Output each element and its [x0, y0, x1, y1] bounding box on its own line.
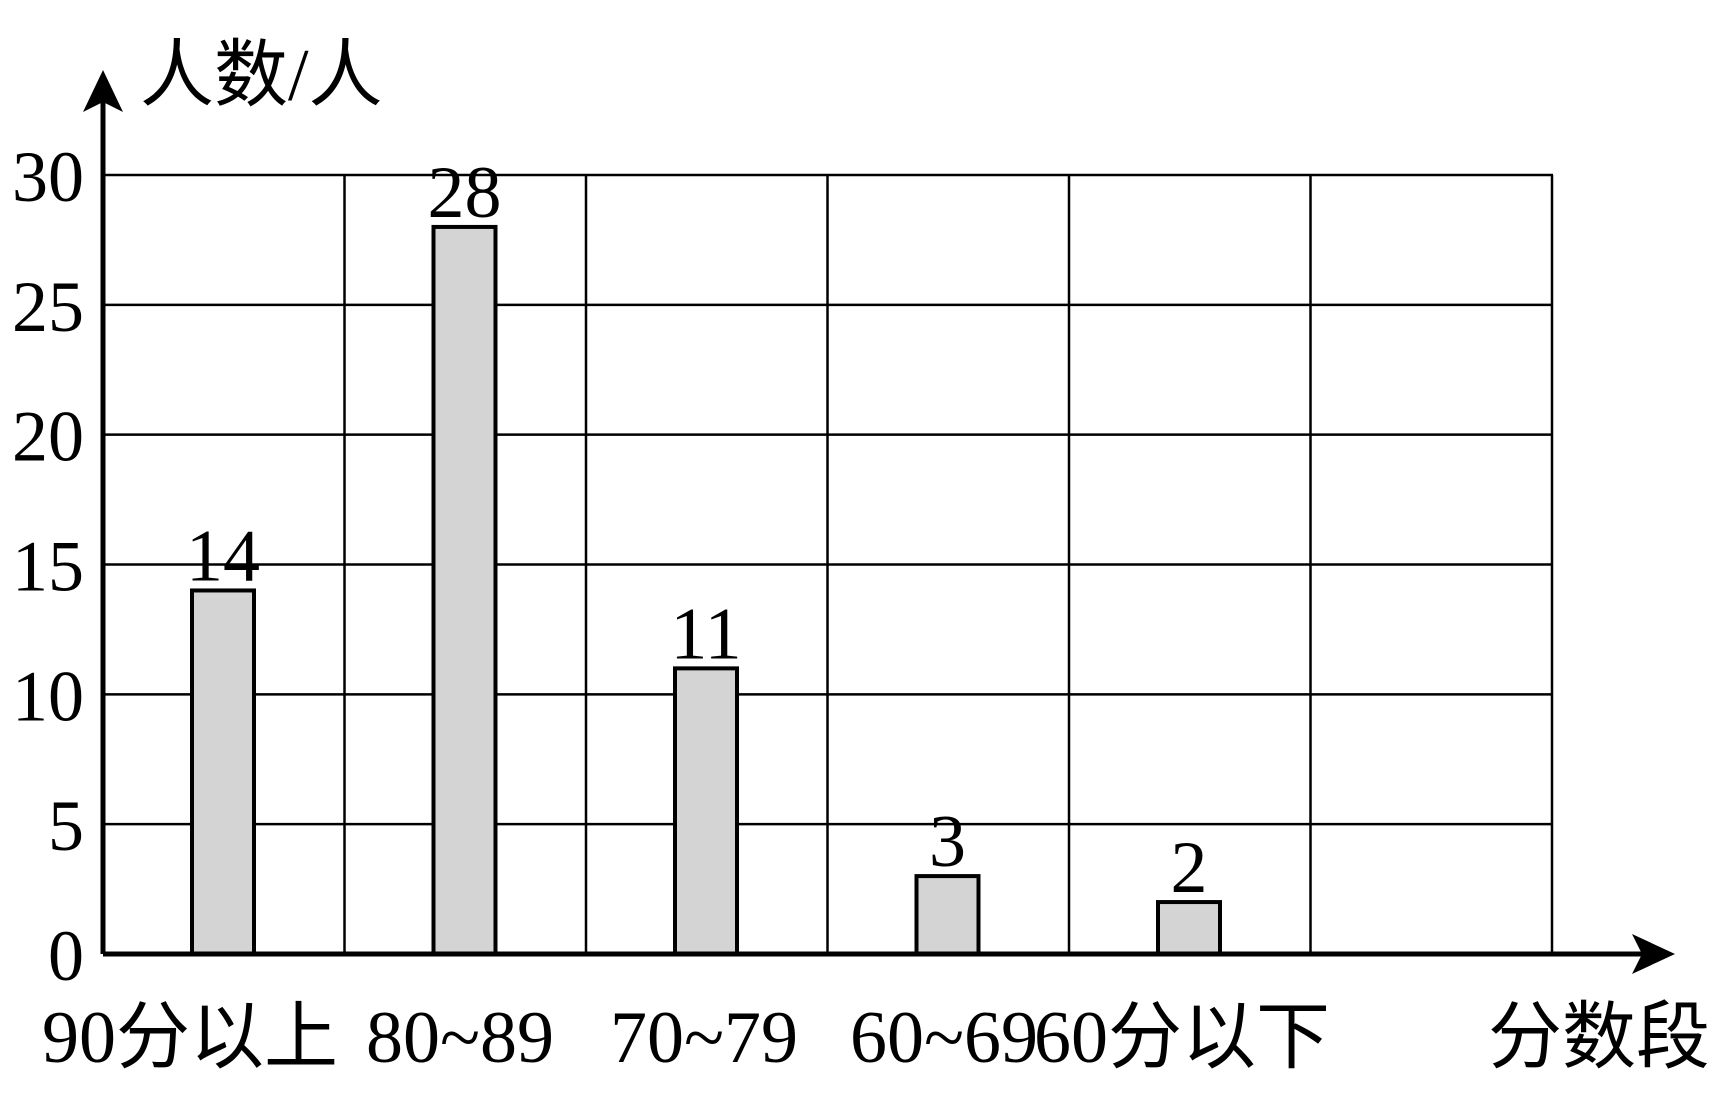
- y-tick-label: 20: [12, 397, 84, 477]
- y-tick-label: 0: [48, 916, 84, 996]
- y-axis-label: 人数/人: [140, 35, 383, 117]
- bar-series: [190, 224, 1222, 956]
- y-tick-label: 25: [12, 267, 84, 347]
- chart-labels: 人数/人 分数段 0 5 10 15 20 25 30 14 90分以上 28 80~89 11 70~…: [12, 35, 1710, 1079]
- x-axis-arrow: [1632, 934, 1675, 974]
- bar: [190, 588, 256, 956]
- x-category-label: 70~79: [610, 997, 798, 1079]
- x-axis-label: 分数段: [1488, 997, 1710, 1079]
- y-axis-arrow: [83, 70, 123, 112]
- bar-value-label: 28: [428, 152, 502, 234]
- bar: [1156, 900, 1222, 956]
- axes: [83, 70, 1675, 974]
- grid-lines: [103, 173, 1554, 954]
- x-category-label: 80~89: [366, 997, 554, 1079]
- x-category-label: 60~69: [850, 997, 1038, 1079]
- y-tick-label: 10: [12, 656, 84, 736]
- bar: [914, 874, 981, 956]
- y-tick-label: 5: [48, 786, 84, 866]
- bar-value-label: 11: [670, 593, 741, 675]
- bar-value-label: 14: [186, 515, 260, 597]
- y-tick-label: 30: [12, 137, 84, 217]
- y-tick-label: 15: [12, 527, 84, 607]
- bar: [431, 224, 498, 956]
- bar-value-label: 2: [1171, 827, 1208, 909]
- x-category-label: 60分以下: [1034, 997, 1330, 1079]
- bar: [673, 666, 739, 956]
- bar-value-label: 3: [929, 801, 966, 883]
- x-category-label: 90分以上: [42, 997, 338, 1079]
